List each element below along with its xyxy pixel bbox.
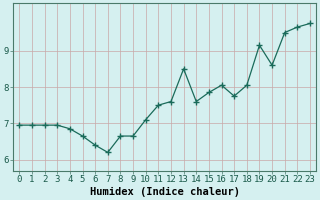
X-axis label: Humidex (Indice chaleur): Humidex (Indice chaleur): [90, 186, 240, 197]
